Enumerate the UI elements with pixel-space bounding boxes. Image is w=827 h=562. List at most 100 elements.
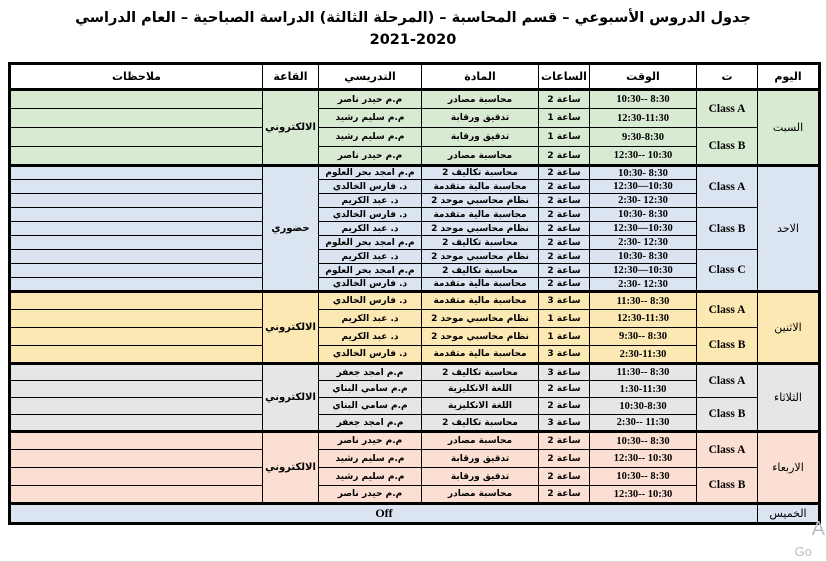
hours-cell: 3 ساعة [538, 345, 590, 364]
schedule-row: 2:30-- 11:30 3 ساعة محاسبة تكاليف 2 م.م امج… [9, 414, 820, 432]
hours-cell: 3 ساعة [538, 362, 590, 381]
subject-cell: محاسبة مالية متقدمة [421, 277, 539, 292]
teacher-cell: م.م سليم رشيد [318, 449, 422, 468]
class-group-cell: Class A [696, 430, 758, 468]
notes-cell [9, 88, 263, 109]
subject-cell: محاسبة مصادر [421, 88, 539, 109]
notes-cell [9, 380, 263, 398]
notes-cell [9, 290, 263, 310]
teacher-cell: م.م سليم رشيد [318, 467, 422, 486]
time-cell: 2:30- 12:30 [589, 193, 697, 208]
notes-cell [9, 362, 263, 381]
class-group-cell: Class A [696, 290, 758, 328]
teacher-cell: د. فارس الخالدي [318, 290, 422, 310]
subject-cell: محاسبة مصادر [421, 146, 539, 166]
time-cell: 10:30- 8:30 [589, 207, 697, 222]
schedule-row: الثلاثاء Class A 11:30-- 8:30 3 ساعة محاسبة … [9, 362, 820, 432]
schedule-row: 2:30- 12:30 2 ساعة محاسبة مالية متقدمة د. ف… [9, 277, 820, 292]
notes-cell [9, 327, 263, 346]
notes-cell [9, 221, 263, 236]
teacher-cell: م.م سليم رشيد [318, 108, 422, 128]
teacher-cell: م.م امجد جعفر [318, 414, 422, 432]
hours-cell: 2 ساعة [538, 263, 590, 278]
subject-cell: محاسبة تكاليف 2 [421, 235, 539, 250]
day-cell: السبت [757, 88, 820, 166]
time-cell: 9:30-- 8:30 [589, 327, 697, 346]
hours-cell: 2 ساعة [538, 485, 590, 504]
notes-cell [9, 127, 263, 147]
schedule-row: 12:30—10:30 2 ساعة محاسبة مالية متقدمة د. ف… [9, 179, 820, 194]
room-cell: الالكتروني [262, 290, 319, 364]
time-cell: 12:30-11:30 [589, 309, 697, 328]
time-cell: 9:30-8:30 [589, 127, 697, 147]
schedule-row: 2:30-11:30 3 ساعة محاسبة مالية متقدمة د. فا… [9, 345, 820, 364]
day-cell: الاربعاء [757, 430, 820, 504]
subject-cell: محاسبة تكاليف 2 [421, 263, 539, 278]
schedule-row: 1:30-11:30 2 ساعة اللغة الانكليزية م.م سامي… [9, 380, 820, 398]
subject-cell: محاسبة تكاليف 2 [421, 362, 539, 381]
page-title-year: 2021-2020 [369, 32, 457, 49]
subject-cell: اللغة الانكليزية [421, 397, 539, 415]
subject-cell: محاسبة مصادر [421, 485, 539, 504]
teacher-cell: م.م سليم رشيد [318, 127, 422, 147]
class-group-cell: Class B [696, 467, 758, 504]
time-cell: 10:30-- 8:30 [589, 467, 697, 486]
hours-cell: 2 ساعة [538, 235, 590, 250]
subject-cell: محاسبة مالية متقدمة [421, 345, 539, 364]
teacher-cell: د. عبد الكريم [318, 221, 422, 236]
hours-cell: 1 ساعة [538, 309, 590, 328]
col-header-class: ت [696, 63, 758, 91]
schedule-row: الاربعاء Class A 10:30-- 8:30 2 ساعة محاسبة … [9, 430, 820, 504]
teacher-cell: م.م حيدر ناصر [318, 485, 422, 504]
hours-cell: 2 ساعة [538, 88, 590, 109]
hours-cell: 2 ساعة [538, 207, 590, 222]
room-cell: حضوري [262, 164, 319, 292]
col-header-room: القاعة [262, 63, 319, 91]
subject-cell: محاسبة مالية متقدمة [421, 290, 539, 310]
teacher-cell: د. عبد الكريم [318, 249, 422, 264]
notes-cell [9, 449, 263, 468]
notes-cell [9, 263, 263, 278]
schedule-row: Class B 10:30-8:30 2 ساعة اللغة الانكليزية م… [9, 397, 820, 432]
time-cell: 12:30—10:30 [589, 263, 697, 278]
day-cell: الاحد [757, 164, 820, 292]
teacher-cell: م.م امجد بحر العلوم [318, 263, 422, 278]
hours-cell: 1 ساعة [538, 127, 590, 147]
time-cell: 12:30—10:30 [589, 221, 697, 236]
subject-cell: نظام محاسبي موحد 2 [421, 221, 539, 236]
hours-cell: 2 ساعة [538, 146, 590, 166]
class-group-cell: Class C [696, 249, 758, 292]
off-cell: Off [9, 502, 758, 524]
schedule-row: الاثنين Class A 11:30-- 8:30 3 ساعة محاسبة م… [9, 290, 820, 364]
schedule-row: Class B 10:30- 8:30 2 ساعة محاسبة مالية متق… [9, 207, 820, 250]
subject-cell: تدقيق ورقابة [421, 449, 539, 468]
time-cell: 10:30- 8:30 [589, 164, 697, 180]
subject-cell: تدقيق ورقابة [421, 467, 539, 486]
teacher-cell: م.م حيدر ناصر [318, 88, 422, 109]
notes-cell [9, 193, 263, 208]
teacher-cell: د. فارس الخالدي [318, 277, 422, 292]
subject-cell: محاسبة مصادر [421, 430, 539, 450]
teacher-cell: م.م حيدر ناصر [318, 430, 422, 450]
teacher-cell: م.م سامي البناي [318, 397, 422, 415]
time-cell: 1:30-11:30 [589, 380, 697, 398]
teacher-cell: د. فارس الخالدي [318, 207, 422, 222]
room-cell: الالكتروني [262, 362, 319, 432]
notes-cell [9, 146, 263, 166]
teacher-cell: م.م امجد بحر العلوم [318, 164, 422, 180]
notes-cell [9, 414, 263, 432]
teacher-cell: د. عبد الكريم [318, 309, 422, 328]
subject-cell: نظام محاسبي موحد 2 [421, 249, 539, 264]
hours-cell: 2 ساعة [538, 193, 590, 208]
class-group-cell: Class B [696, 127, 758, 166]
time-cell: 2:30-- 11:30 [589, 414, 697, 432]
time-cell: 2:30- 12:30 [589, 277, 697, 292]
off-body: الخميس Off [9, 502, 820, 524]
room-cell: الالكتروني [262, 88, 319, 166]
teacher-cell: د. فارس الخالدي [318, 179, 422, 194]
col-header-subject: المادة [421, 63, 539, 91]
time-cell: 10:30-- 8:30 [589, 430, 697, 450]
day-cell: الثلاثاء [757, 362, 820, 432]
hours-cell: 2 ساعة [538, 179, 590, 194]
